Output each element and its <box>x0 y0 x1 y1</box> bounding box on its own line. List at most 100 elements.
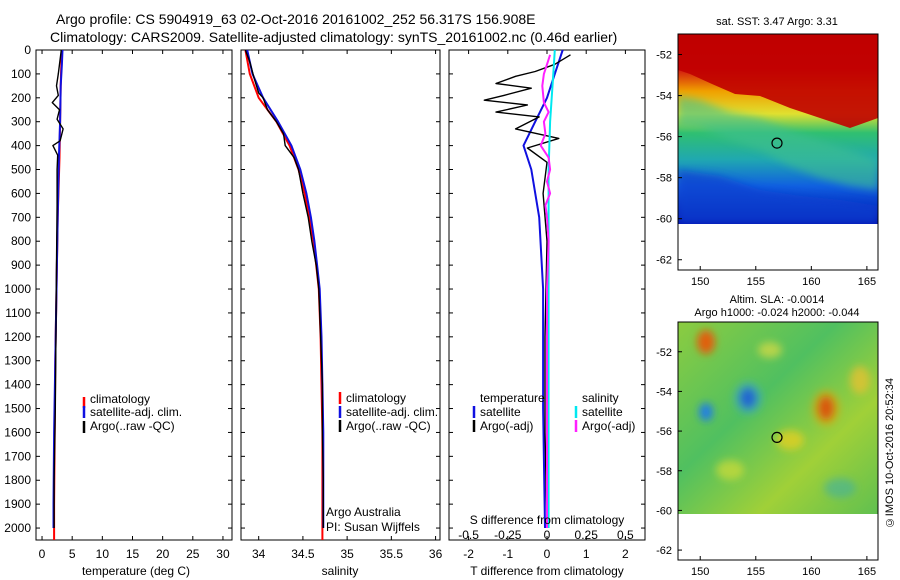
map-x-tick-label: 165 <box>858 276 876 288</box>
series-satellite-adj-clim <box>246 49 325 528</box>
map-y-tick-label: -54 <box>656 91 672 103</box>
y-tick-label: 1600 <box>4 425 31 439</box>
legend-label-s-argo: Argo(-adj) <box>582 419 635 433</box>
series-t-argo-adj <box>483 54 571 529</box>
s-tick-label: 0 <box>544 528 551 542</box>
map-x-tick-label: 150 <box>691 566 709 578</box>
sla-argo-marker <box>771 431 783 443</box>
s-tick-label: 0.25 <box>575 528 599 542</box>
x-tick-label: 35.5 <box>380 547 404 561</box>
figure-title-line2: Climatology: CARS2009. Satellite-adjuste… <box>50 29 618 45</box>
map-x-tick-label: 155 <box>747 276 765 288</box>
map-y-tick-label: -56 <box>656 132 672 144</box>
sla-no-data <box>678 514 878 560</box>
series-climatology <box>244 49 324 540</box>
series-argo-raw-qc <box>51 49 64 528</box>
difference-xlabel: T difference from climatology <box>470 564 624 578</box>
map-y-tick-label: -62 <box>656 545 672 557</box>
legend-label-s-satellite: satellite <box>582 405 623 419</box>
annotation-argo-australia: Argo Australia <box>326 505 401 519</box>
y-tick-label: 700 <box>11 210 31 224</box>
salinity-xlabel: salinity <box>322 564 359 578</box>
sst-map <box>678 34 878 224</box>
series-s-satellite <box>547 49 556 528</box>
y-tick-label: 200 <box>11 91 31 105</box>
y-tick-label: 1700 <box>4 449 31 463</box>
sst-map-frame <box>677 33 879 271</box>
x-tick-label: 34.5 <box>291 547 315 561</box>
x-tick-label: 20 <box>156 547 170 561</box>
map-y-tick-label: -58 <box>656 173 672 185</box>
x-tick-label: 15 <box>126 547 140 561</box>
map-y-tick-label: -58 <box>656 466 672 478</box>
map-x-tick-label: 150 <box>691 276 709 288</box>
legend-label-climatology: climatology <box>346 391 406 405</box>
x-tick-label: 0 <box>544 547 551 561</box>
y-tick-label: 1400 <box>4 378 31 392</box>
legend-title-salinity: salinity <box>582 391 619 405</box>
series-argo-raw-qc <box>244 49 324 528</box>
legend-title-temperature: temperature <box>480 391 545 405</box>
legend-label-argo: Argo(..raw -QC) <box>90 419 175 433</box>
y-tick-label: 100 <box>11 67 31 81</box>
x-tick-label: 1 <box>583 547 590 561</box>
map-y-tick-label: -60 <box>656 214 672 226</box>
y-tick-label: 1100 <box>5 306 31 320</box>
y-tick-label: 300 <box>11 115 31 129</box>
legend-label-climatology: climatology <box>90 392 150 406</box>
map-y-tick-label: -56 <box>656 426 672 438</box>
sst-argo-marker <box>771 137 783 149</box>
y-tick-label: 1800 <box>4 473 31 487</box>
y-tick-label: 1200 <box>4 330 31 344</box>
map-x-tick-label: 165 <box>858 566 876 578</box>
y-tick-label: 1000 <box>4 282 31 296</box>
x-tick-label: 2 <box>622 547 629 561</box>
map-x-tick-label: 155 <box>747 566 765 578</box>
x-tick-label: -2 <box>463 547 474 561</box>
s-tick-label: 0.5 <box>617 528 634 542</box>
x-tick-label: 5 <box>69 547 76 561</box>
x-tick-label: 34 <box>252 547 266 561</box>
difference-legend: temperature satellite Argo(-adj) salinit… <box>472 391 635 433</box>
sla-map <box>678 322 878 514</box>
y-tick-label: 1500 <box>4 402 31 416</box>
legend-label-argo: Argo(..raw -QC) <box>346 419 431 433</box>
sst-cold-region <box>678 170 878 224</box>
x-tick-label: 30 <box>216 547 230 561</box>
salinity-panel: 34 34.5 35 35.5 36 <box>240 49 443 561</box>
map-y-tick-label: -54 <box>656 386 672 398</box>
sla-map-title-line1: Altim. SLA: -0.0014 <box>730 294 825 306</box>
figure-title-line1: Argo profile: CS 5904919_63 02-Oct-2016 … <box>56 11 536 27</box>
annotation-pi: PI: Susan Wijffels <box>326 520 420 534</box>
legend-label-satellite: satellite-adj. clim. <box>90 405 182 419</box>
difference-panel: -2 -1 0 1 2 -0.5 -0.25 0 0.25 0.5 <box>448 49 646 561</box>
map-y-tick-label: -62 <box>656 255 672 267</box>
y-tick-label: 2000 <box>4 521 31 535</box>
x-tick-label: 0 <box>39 547 46 561</box>
sst-map-axes: -52 -54 -56 -58 -60 -62 150 155 160 165 <box>656 50 876 288</box>
temperature-panel: 0100200300400500600700800900100011001200… <box>4 43 233 561</box>
map-x-tick-label: 160 <box>802 566 820 578</box>
x-tick-label: 35 <box>340 547 354 561</box>
x-tick-label: 36 <box>429 547 443 561</box>
sst-map-title: sat. SST: 3.47 Argo: 3.31 <box>716 16 838 28</box>
s-difference-label: S difference from climatology <box>470 513 625 527</box>
s-tick-label: -0.5 <box>458 528 479 542</box>
imos-timestamp: ©IMOS 10-Oct-2016 20:52:34 <box>884 378 896 529</box>
sla-map-frame <box>677 321 879 561</box>
sla-map-title-line2: Argo h1000: -0.024 h2000: -0.044 <box>694 307 859 319</box>
y-tick-label: 500 <box>11 163 31 177</box>
sst-warm-region <box>678 34 878 128</box>
legend-label-t-satellite: satellite <box>480 405 521 419</box>
y-tick-label: 1300 <box>4 354 31 368</box>
series-t-satellite <box>522 49 564 529</box>
series-s-argo-adj <box>539 54 552 528</box>
sla-map-axes: -52 -54 -56 -58 -60 -62 150 155 160 165 <box>656 347 876 578</box>
y-tick-label: 800 <box>11 234 31 248</box>
legend-label-t-argo: Argo(-adj) <box>480 419 533 433</box>
salinity-legend: climatology satellite-adj. clim. Argo(..… <box>326 391 438 534</box>
x-tick-label: -1 <box>502 547 513 561</box>
legend-label-satellite: satellite-adj. clim. <box>346 405 438 419</box>
y-tick-label: 600 <box>11 186 31 200</box>
